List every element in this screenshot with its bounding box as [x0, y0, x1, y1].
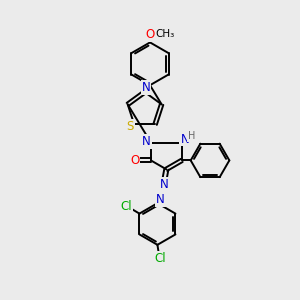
Text: H: H: [188, 131, 195, 141]
Text: O: O: [130, 154, 139, 167]
Text: Cl: Cl: [154, 252, 166, 265]
Text: Cl: Cl: [121, 200, 132, 213]
Text: N: N: [156, 193, 165, 206]
Text: N: N: [180, 133, 189, 146]
Text: N: N: [142, 135, 151, 148]
Text: N: N: [142, 81, 150, 94]
Text: S: S: [126, 120, 134, 133]
Text: N: N: [160, 178, 168, 191]
Text: CH₃: CH₃: [156, 29, 175, 39]
Text: O: O: [146, 28, 154, 40]
